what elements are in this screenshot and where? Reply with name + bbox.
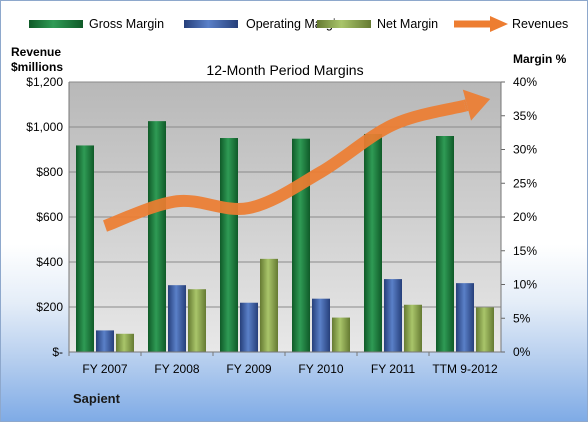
x-tick-label: FY 2007 [82, 362, 127, 376]
right-tick-label: 40% [513, 75, 537, 89]
x-tick-label: FY 2011 [371, 362, 416, 376]
legend-label-net-margin: Net Margin [377, 17, 438, 31]
right-axis-label: Margin % [513, 52, 567, 66]
bar-gross-margin [364, 133, 382, 352]
legend-item-gross-margin: Gross Margin [29, 17, 164, 31]
company-label: Sapient [73, 391, 121, 406]
legend-item-net-margin: Net Margin [317, 17, 438, 31]
right-tick-label: 0% [513, 345, 531, 359]
bar-operating-margin [240, 302, 258, 352]
revenue-line [102, 89, 491, 232]
legend-label-revenues: Revenues [512, 17, 568, 31]
bar-net-margin [116, 333, 134, 352]
left-tick-label: $800 [36, 165, 63, 179]
legend: Gross Margin Operating Margin Net Margin… [29, 16, 568, 32]
legend-label-gross-margin: Gross Margin [89, 17, 164, 31]
legend-swatch-net-margin [317, 20, 371, 28]
bar-operating-margin [96, 330, 114, 352]
legend-arrow-head [490, 16, 508, 32]
right-tick-label: 10% [513, 278, 537, 292]
left-tick-label: $400 [36, 255, 63, 269]
revenue-line-path [102, 99, 467, 232]
chart-title: 12-Month Period Margins [206, 62, 363, 78]
x-tick-label: FY 2008 [154, 362, 199, 376]
legend-item-revenues: Revenues [454, 16, 568, 32]
bar-gross-margin [220, 138, 238, 352]
bar-operating-margin [384, 279, 402, 352]
left-tick-label: $200 [36, 300, 63, 314]
bar-operating-margin [168, 285, 186, 352]
bar-operating-margin [456, 283, 474, 352]
revenue-arrow-head [462, 89, 491, 121]
bar-gross-margin [148, 121, 166, 353]
left-tick-label: $1,000 [26, 120, 63, 134]
bar-net-margin [260, 258, 278, 352]
right-tick-label: 25% [513, 176, 537, 190]
x-tick-label: FY 2009 [226, 362, 271, 376]
bar-net-margin [188, 289, 206, 352]
right-tick-label: 15% [513, 244, 537, 258]
bar-net-margin [332, 317, 350, 352]
left-tick-label: $600 [36, 210, 63, 224]
left-tick-label: $- [52, 345, 63, 359]
bar-net-margin [404, 304, 422, 352]
right-tick-label: 5% [513, 311, 531, 325]
x-tick-label: TTM 9-2012 [432, 362, 498, 376]
bar-series [76, 121, 494, 353]
left-tick-label: $1,200 [26, 75, 63, 89]
bar-gross-margin [76, 145, 94, 352]
left-axis-label-line1: Revenue [11, 45, 61, 59]
axes: $- $200 $400 $600 $800 $1,000 $1,200 0% 5% 10% 15%… [26, 75, 537, 376]
right-tick-label: 30% [513, 143, 537, 157]
right-tick-label: 35% [513, 109, 537, 123]
bar-gross-margin [436, 136, 454, 352]
bar-net-margin [476, 307, 494, 352]
revenue-line-tail [463, 99, 469, 112]
legend-swatch-operating-margin [184, 20, 238, 28]
bar-gross-margin [292, 138, 310, 352]
x-tick-label: FY 2010 [298, 362, 343, 376]
bar-operating-margin [312, 298, 330, 352]
right-tick-label: 20% [513, 210, 537, 224]
legend-swatch-gross-margin [29, 20, 83, 28]
left-axis-label-line2: $millions [11, 60, 63, 74]
